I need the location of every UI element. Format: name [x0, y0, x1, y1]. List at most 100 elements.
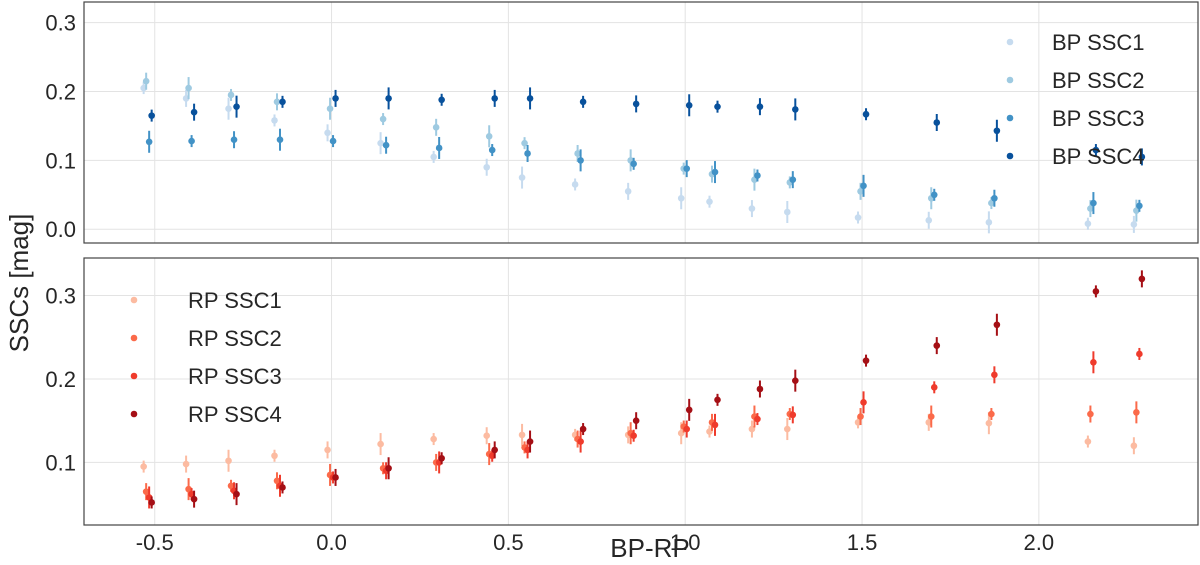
x-tick-label: 1.5	[847, 530, 878, 555]
legend-marker	[130, 296, 138, 304]
data-point	[324, 446, 331, 454]
legend-marker	[1006, 152, 1014, 160]
data-point	[685, 406, 693, 414]
data-point	[485, 132, 493, 140]
data-point	[860, 182, 867, 190]
data-point	[488, 146, 496, 154]
data-point	[988, 199, 995, 207]
data-point	[1130, 221, 1138, 228]
data-point	[1092, 288, 1100, 295]
data-point	[933, 342, 941, 349]
data-point	[933, 119, 941, 126]
data-point	[857, 188, 864, 195]
x-axis-label: BP-RP	[610, 533, 689, 563]
data-point	[491, 446, 498, 454]
data-point	[1084, 438, 1092, 445]
data-point	[630, 160, 637, 168]
x-tick-label: -0.5	[136, 530, 174, 555]
data-point	[993, 127, 1001, 135]
series-bp-ssc4	[148, 87, 1146, 166]
data-point	[483, 163, 490, 171]
data-point	[862, 357, 870, 364]
legend-label: BP SSC3	[1052, 106, 1145, 131]
data-point	[993, 321, 1001, 329]
data-point	[142, 488, 150, 495]
legend-label: RP SSC4	[188, 402, 282, 427]
data-point	[1138, 275, 1146, 283]
data-point	[571, 181, 579, 188]
legend-label: RP SSC2	[188, 326, 282, 351]
x-tick-label: 0.5	[493, 530, 524, 555]
series-bp-ssc2	[142, 72, 1140, 222]
data-point	[526, 438, 534, 445]
data-point	[385, 464, 392, 472]
legend-label: RP SSC3	[188, 364, 282, 389]
data-point	[1133, 207, 1140, 214]
data-point	[188, 137, 195, 145]
data-point	[518, 431, 526, 439]
data-point	[435, 144, 443, 152]
data-point	[379, 115, 387, 123]
data-point	[789, 176, 797, 183]
legend-marker	[1006, 76, 1014, 84]
data-point	[326, 105, 334, 113]
legend-label: BP SSC1	[1052, 30, 1145, 55]
legend-label: BP SSC4	[1052, 144, 1145, 169]
data-point	[273, 477, 281, 485]
data-point	[142, 77, 150, 85]
data-point	[182, 460, 190, 468]
data-point	[332, 474, 339, 481]
data-point	[784, 208, 791, 216]
data-point	[683, 165, 691, 172]
y-tick-label: 0.0	[45, 217, 76, 242]
data-point	[630, 432, 637, 440]
data-point	[1090, 199, 1097, 207]
data-point	[385, 95, 392, 102]
data-point	[332, 95, 339, 102]
data-point	[789, 411, 797, 419]
data-point	[140, 463, 147, 470]
data-point	[862, 110, 870, 118]
data-point	[190, 495, 198, 503]
data-point	[756, 103, 764, 110]
data-point	[988, 410, 995, 418]
y-tick-label: 0.1	[45, 450, 76, 475]
plot-frame	[83, 257, 1199, 526]
plot-area	[84, 258, 1198, 525]
data-point	[714, 396, 721, 404]
data-point	[233, 103, 240, 110]
y-tick-label: 0.3	[45, 284, 76, 309]
legend-marker	[1006, 114, 1014, 122]
data-point	[430, 153, 437, 161]
legend-marker	[130, 410, 138, 418]
y-tick-label: 0.3	[45, 11, 76, 36]
data-point	[632, 417, 640, 425]
data-point	[1090, 358, 1097, 366]
data-point	[1092, 146, 1100, 154]
data-point	[579, 98, 587, 106]
data-point	[271, 117, 278, 124]
data-point	[792, 377, 799, 384]
data-point	[279, 98, 286, 106]
data-point	[685, 101, 693, 109]
data-point	[577, 157, 584, 164]
legend: BP SSC1 BP SSC2 BP SSC3 BP SSC4	[1006, 30, 1145, 169]
data-point	[1133, 409, 1140, 416]
data-point	[518, 174, 526, 181]
data-point	[1136, 202, 1143, 210]
data-point	[438, 96, 445, 104]
data-point	[930, 191, 938, 199]
data-point	[577, 438, 584, 445]
data-point	[377, 139, 384, 147]
data-point	[714, 103, 721, 110]
data-point	[711, 168, 719, 176]
data-point	[382, 141, 390, 149]
data-point	[632, 100, 640, 108]
data-point	[930, 384, 938, 391]
data-point	[579, 425, 587, 433]
data-point	[148, 499, 155, 506]
data-point	[985, 219, 993, 226]
data-point	[225, 457, 232, 465]
